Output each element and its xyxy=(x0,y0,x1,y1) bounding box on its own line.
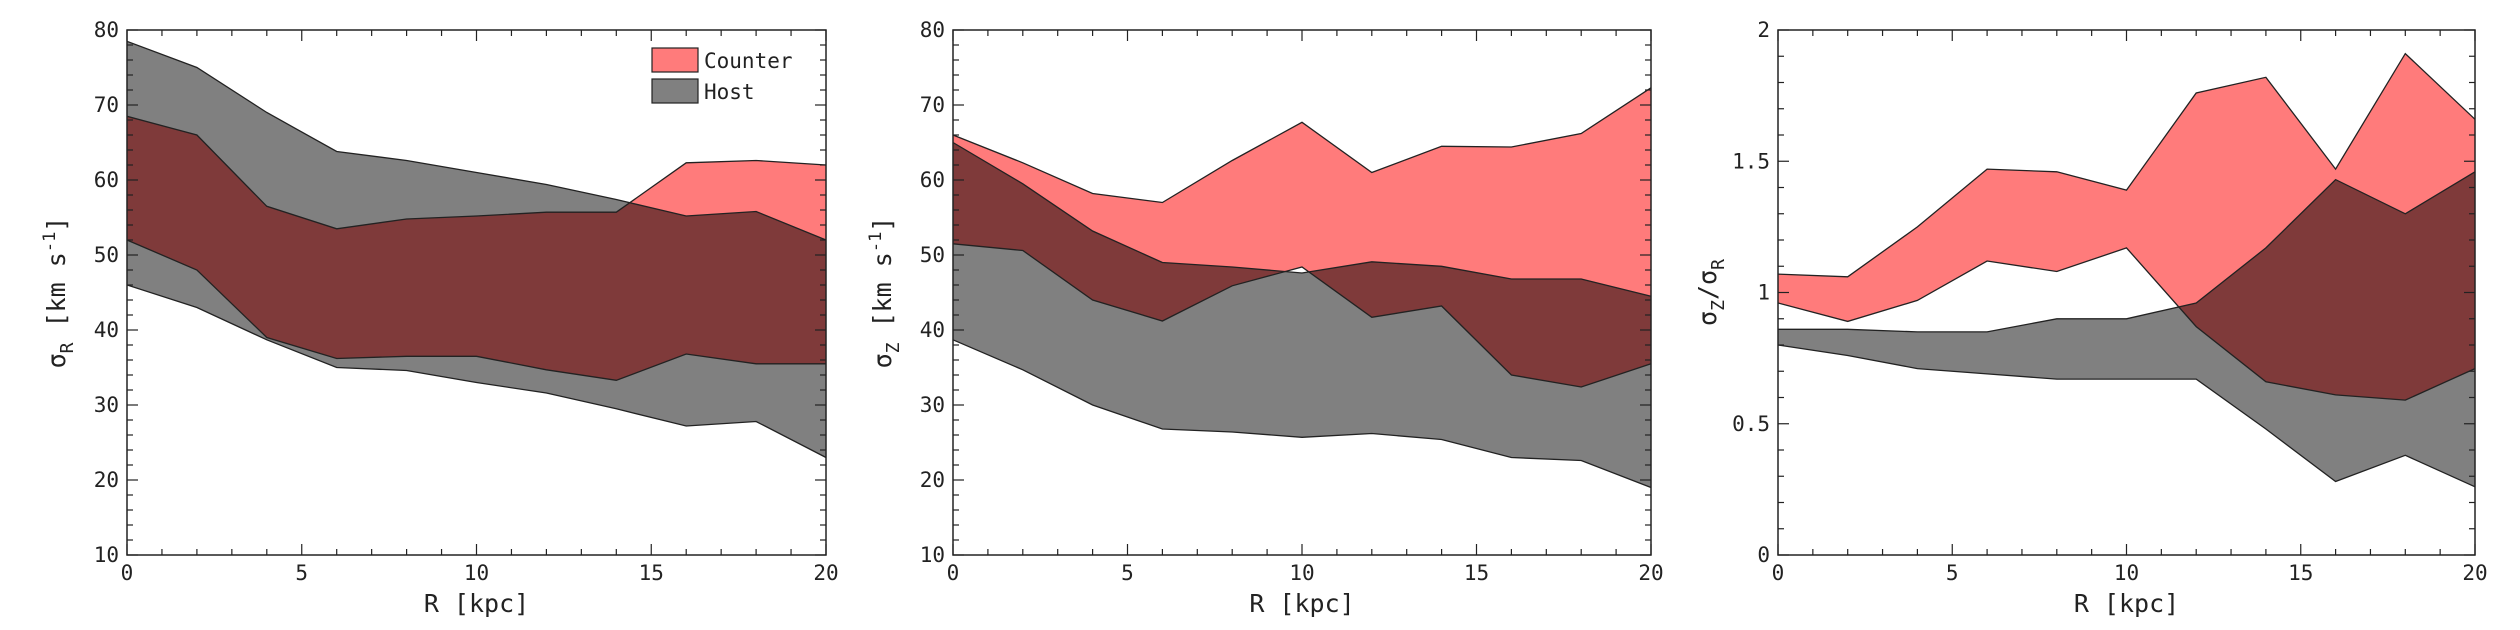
counter-upper-edge xyxy=(126,115,827,230)
y-tick-label: 60 xyxy=(920,168,945,192)
host-upper-edge xyxy=(126,40,827,241)
host-band xyxy=(953,142,1651,488)
counter-lower-edge xyxy=(952,243,1652,388)
y-tick-label: 30 xyxy=(94,393,119,417)
x-tick-label: 0 xyxy=(121,561,134,585)
y-tick-label: 40 xyxy=(920,318,945,342)
y-tick-label: 0 xyxy=(1757,543,1770,567)
x-tick-label: 20 xyxy=(2462,561,2487,585)
y-tick-label: 20 xyxy=(920,468,945,492)
x-tick-label: 10 xyxy=(2114,561,2139,585)
y-tick-label: 10 xyxy=(920,543,945,567)
panel-sigma-z: 0 5 10 15 20 10 20 30 40 50 60 70 80 R [kpc] σZ [km s-… xyxy=(866,18,1664,618)
y-tick-label: 10 xyxy=(94,543,119,567)
legend-label-host: Host xyxy=(704,80,755,104)
x-tick-label: 15 xyxy=(1464,561,1489,585)
x-tick-label: 5 xyxy=(1946,561,1959,585)
y-axis-title: σZ [km s-1] xyxy=(866,217,904,369)
counter-lower-edge xyxy=(1777,247,2476,401)
x-axis-title: R [kpc] xyxy=(2074,589,2179,618)
legend-swatch-counter xyxy=(651,47,699,73)
host-lower-edge xyxy=(952,339,1652,489)
legend-swatch-host xyxy=(651,78,699,104)
y-tick-label: 40 xyxy=(94,318,119,342)
panel-sigma-ratio: 0 5 10 15 20 0 0.5 1 1.5 2 R [kpc] σZ/σR​ xyxy=(1693,18,2488,618)
x-tick-label: 15 xyxy=(639,561,664,585)
y-tick-label: 80 xyxy=(920,18,945,42)
y-axis-title: σZ/σR​ xyxy=(1693,259,1729,326)
x-tick-label: 0 xyxy=(947,561,960,585)
host-lower-edge xyxy=(126,284,827,459)
y-tick-label: 2 xyxy=(1757,18,1770,42)
y-tick-label: 60 xyxy=(94,168,119,192)
x-tick-label: 0 xyxy=(1772,561,1785,585)
y-tick-label: 70 xyxy=(920,93,945,117)
x-tick-label: 10 xyxy=(464,561,489,585)
legend: Counter Host xyxy=(651,47,793,104)
y-tick-label: 50 xyxy=(94,243,119,267)
y-tick-label: 70 xyxy=(94,93,119,117)
y-tick-label: 30 xyxy=(920,393,945,417)
counter-lower-edge xyxy=(126,239,826,381)
counter-upper-edge xyxy=(952,87,1652,204)
host-upper-edge xyxy=(952,141,1652,297)
legend-label-counter: Counter xyxy=(704,49,793,73)
y-tick-label: 50 xyxy=(920,243,945,267)
host-upper-edge xyxy=(1778,171,2476,333)
y-tick-label: 0.5 xyxy=(1732,412,1770,436)
x-tick-label: 20 xyxy=(813,561,838,585)
x-tick-label: 10 xyxy=(1289,561,1314,585)
x-axis-title: R [kpc] xyxy=(424,589,529,618)
y-tick-label: 1.5 xyxy=(1732,149,1770,173)
y-axis-title: σR [km s-1] xyxy=(40,217,78,369)
x-axis-title: R [kpc] xyxy=(1249,589,1354,618)
y-tick-label: 80 xyxy=(94,18,119,42)
y-tick-label: 20 xyxy=(94,468,119,492)
x-tick-label: 5 xyxy=(1121,561,1134,585)
x-tick-label: 5 xyxy=(295,561,308,585)
panel-sigma-r: 0 5 10 15 20 10 20 30 40 50 60 70 80 R [kpc] σR [km s-… xyxy=(40,18,839,618)
x-tick-label: 15 xyxy=(2288,561,2313,585)
host-lower-edge xyxy=(1777,344,2476,488)
counter-upper-edge xyxy=(1777,52,2476,278)
y-tick-label: 1 xyxy=(1757,281,1770,305)
x-tick-label: 20 xyxy=(1638,561,1663,585)
